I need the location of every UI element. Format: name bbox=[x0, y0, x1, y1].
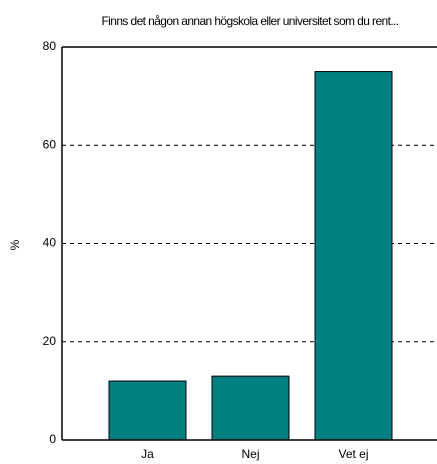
bar bbox=[211, 375, 290, 441]
bar bbox=[108, 380, 187, 441]
x-tick-label: Vet ej bbox=[338, 447, 368, 461]
y-axis-label: % bbox=[8, 239, 22, 250]
x-tick-label: Ja bbox=[141, 447, 154, 461]
x-tick-label: Nej bbox=[241, 447, 259, 461]
y-tick-label: 80 bbox=[43, 39, 57, 53]
y-tick-label: 60 bbox=[43, 137, 57, 151]
bar bbox=[314, 71, 393, 441]
y-tick-label: 40 bbox=[43, 236, 57, 250]
y-tick-label: 0 bbox=[49, 432, 56, 446]
y-tick-label: 20 bbox=[43, 334, 57, 348]
chart-title: Finns det någon annan högskola eller uni… bbox=[101, 14, 398, 28]
